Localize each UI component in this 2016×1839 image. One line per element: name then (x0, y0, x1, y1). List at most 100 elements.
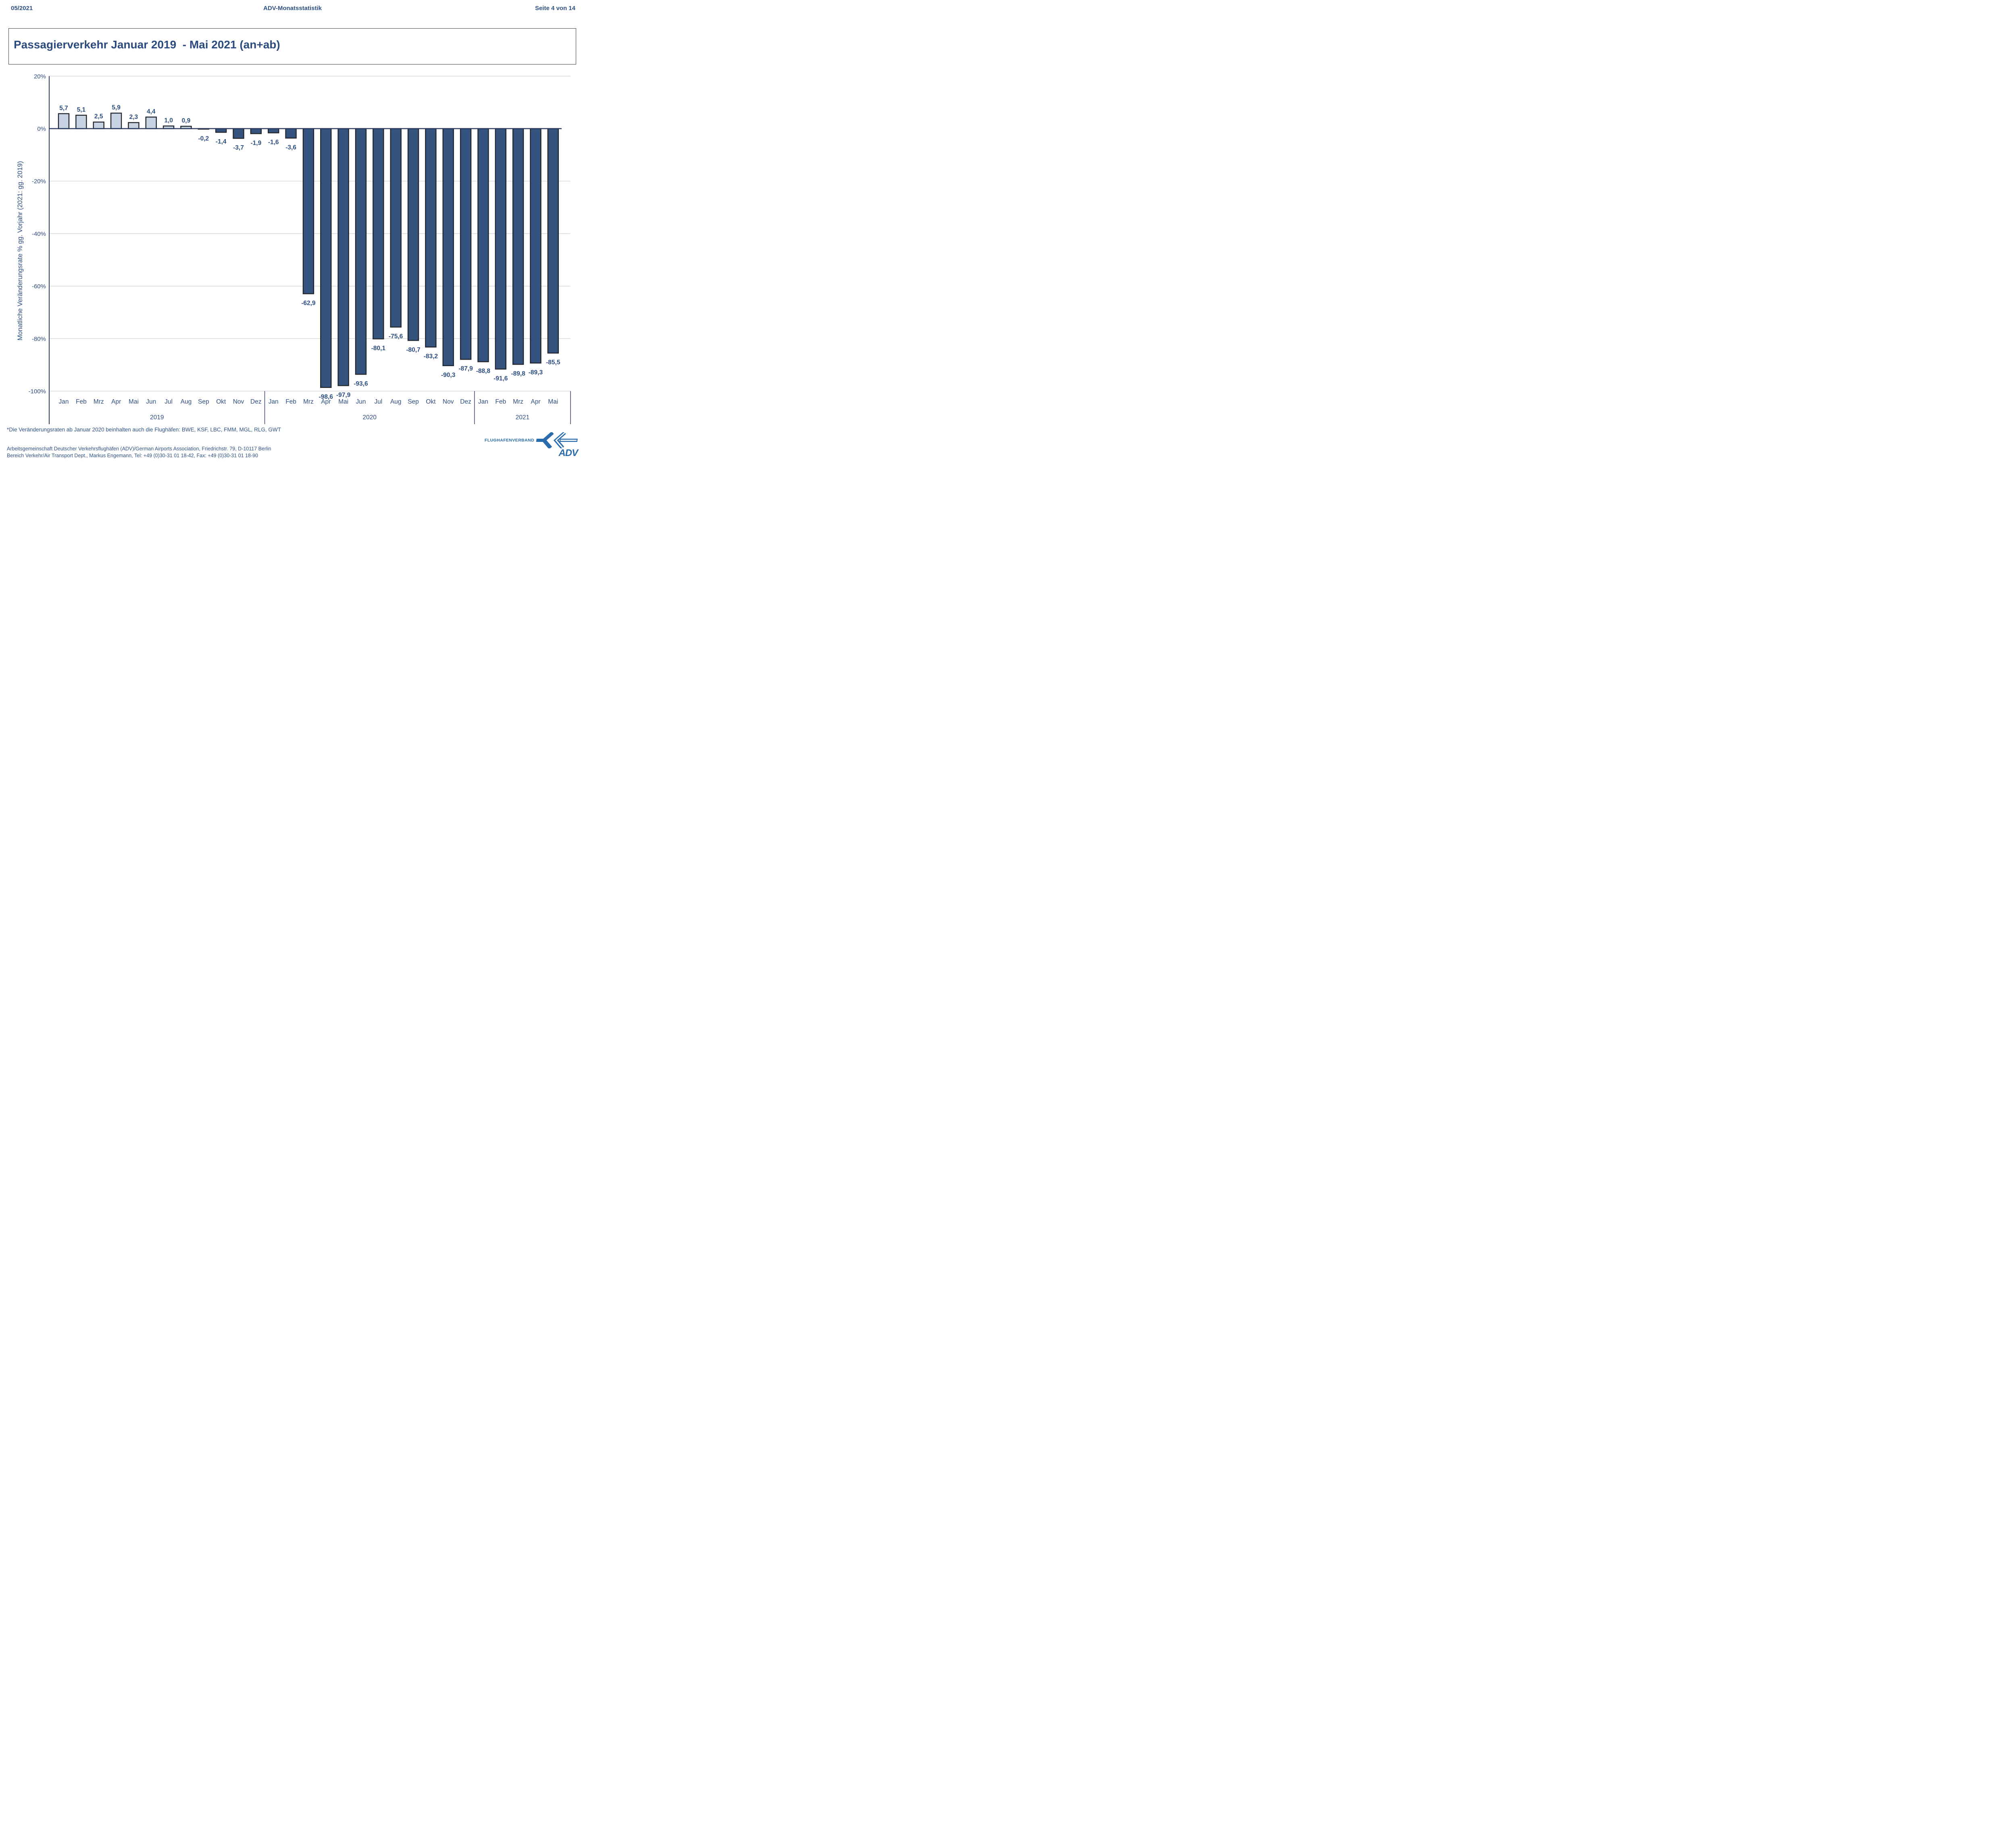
bar-value-label: 2,5 (94, 113, 103, 120)
bar-value-label: -90,3 (441, 372, 456, 379)
bar-value-label: -3,7 (233, 144, 244, 151)
month-label: Mrz (94, 398, 104, 405)
y-tick-label: 0% (37, 126, 46, 133)
bar (355, 128, 367, 375)
year-label: 2019 (150, 414, 164, 421)
bar-value-label: 4,4 (147, 108, 156, 115)
bar (250, 128, 262, 134)
footer-contact: Bereich Verkehr/Air Transport Dept., Mar… (7, 453, 258, 458)
bar-value-label: -3,6 (285, 144, 296, 151)
bar (233, 128, 244, 139)
month-label: Jul (165, 398, 173, 405)
bar (547, 128, 559, 354)
bar-value-label: -80,1 (371, 345, 386, 352)
bar-value-label: 5,7 (59, 105, 68, 112)
y-tick-label: -20% (32, 178, 46, 185)
bar (58, 113, 70, 129)
bar (320, 128, 332, 388)
month-label: Dez (250, 398, 262, 405)
month-label: Mrz (303, 398, 314, 405)
month-label: Jun (356, 398, 366, 405)
bar-value-label: -98,6 (319, 394, 333, 400)
y-tick-label: -40% (32, 231, 46, 237)
bar (145, 117, 157, 129)
chart-title-box: Passagierverkehr Januar 2019 - Mai 2021 … (8, 28, 576, 65)
bar-value-label: -1,6 (268, 139, 279, 146)
month-label: Mai (129, 398, 139, 405)
y-tick-label: 20% (34, 73, 46, 80)
bar (268, 128, 279, 133)
bar (390, 128, 402, 328)
y-tick-label: -80% (32, 335, 46, 342)
bar-value-label: -89,3 (529, 369, 543, 376)
bar-value-label: 1,0 (164, 117, 173, 124)
month-label: Sep (408, 398, 419, 405)
bar (128, 122, 140, 129)
bar (75, 115, 87, 129)
y-tick-label: -100% (29, 388, 46, 395)
bar-value-label: -1,4 (216, 138, 227, 145)
bar-value-label: -97,9 (336, 392, 351, 398)
month-label: Okt (216, 398, 226, 405)
bar-value-label: -85,5 (546, 359, 560, 366)
bar (477, 128, 489, 362)
y-tick-label: -60% (32, 283, 46, 290)
bar (285, 128, 297, 139)
bar (373, 128, 384, 339)
bar-value-label: 0,9 (182, 117, 191, 124)
month-label: Feb (76, 398, 87, 405)
bar (215, 128, 227, 133)
bar-value-label: -93,6 (354, 380, 368, 387)
month-label: Mrz (513, 398, 523, 405)
month-label: Aug (181, 398, 192, 405)
month-label: Jan (269, 398, 279, 405)
logo-text-flughafenverband: FLUGHAFENVERBAND (484, 438, 534, 443)
month-label: Mai (548, 398, 558, 405)
bar-value-label: -62,9 (301, 300, 316, 306)
month-label: Apr (111, 398, 121, 405)
month-label: Nov (443, 398, 454, 405)
bar-value-label: -80,7 (406, 346, 420, 353)
month-label: Jun (146, 398, 156, 405)
bar-value-label: -1,9 (250, 140, 261, 146)
bar (442, 128, 454, 367)
bar-chart: 20% 0% -20% -40% -60% -80% -100% Monatliche Ver… (17, 73, 571, 424)
month-label: Feb (495, 398, 506, 405)
header-date: 05/2021 (11, 5, 33, 12)
month-label: Apr (321, 398, 331, 405)
bar (425, 128, 437, 348)
bar (337, 128, 349, 386)
chart-title: Passagierverkehr Januar 2019 - Mai 2021 … (14, 38, 280, 51)
month-label: Okt (426, 398, 436, 405)
page: 05/2021 ADV-Monatsstatistik Seite 4 von … (0, 0, 585, 460)
month-label: Jan (478, 398, 488, 405)
month-label: Sep (198, 398, 209, 405)
header-doc-title: ADV-Monatsstatistik (263, 5, 322, 12)
bar (495, 128, 506, 370)
adv-logo: FLUGHAFENVERBAND ADV (485, 432, 582, 459)
bar (407, 128, 419, 341)
month-label: Aug (390, 398, 402, 405)
bar-value-label: 5,9 (112, 104, 121, 111)
bar-value-label: -0,2 (198, 135, 209, 142)
adv-chevrons-icon (536, 432, 578, 448)
header-page-number: Seite 4 von 14 (535, 5, 575, 12)
y-axis-title: Monatliche Veränderungsrate % gg. Vorjah… (17, 161, 24, 341)
month-label: Mai (338, 398, 348, 405)
bar-value-label: -89,8 (511, 371, 525, 377)
month-label: Feb (285, 398, 296, 405)
bar (110, 112, 122, 129)
year-label: 2021 (516, 414, 529, 421)
bar-value-label: -88,8 (476, 368, 491, 375)
month-label: Dez (460, 398, 471, 405)
bar-value-label: -87,9 (458, 365, 473, 372)
month-label: Apr (531, 398, 540, 405)
bar (460, 128, 472, 360)
bar-value-label: -75,6 (389, 333, 403, 340)
bar (93, 121, 104, 129)
month-label: Jul (374, 398, 382, 405)
footer-address: Arbeitsgemeinschaft Deutscher Verkehrsfl… (7, 446, 271, 452)
month-label: Nov (233, 398, 244, 405)
chart-footnote: *Die Veränderungsraten ab Januar 2020 be… (7, 427, 281, 433)
bar (512, 128, 524, 365)
